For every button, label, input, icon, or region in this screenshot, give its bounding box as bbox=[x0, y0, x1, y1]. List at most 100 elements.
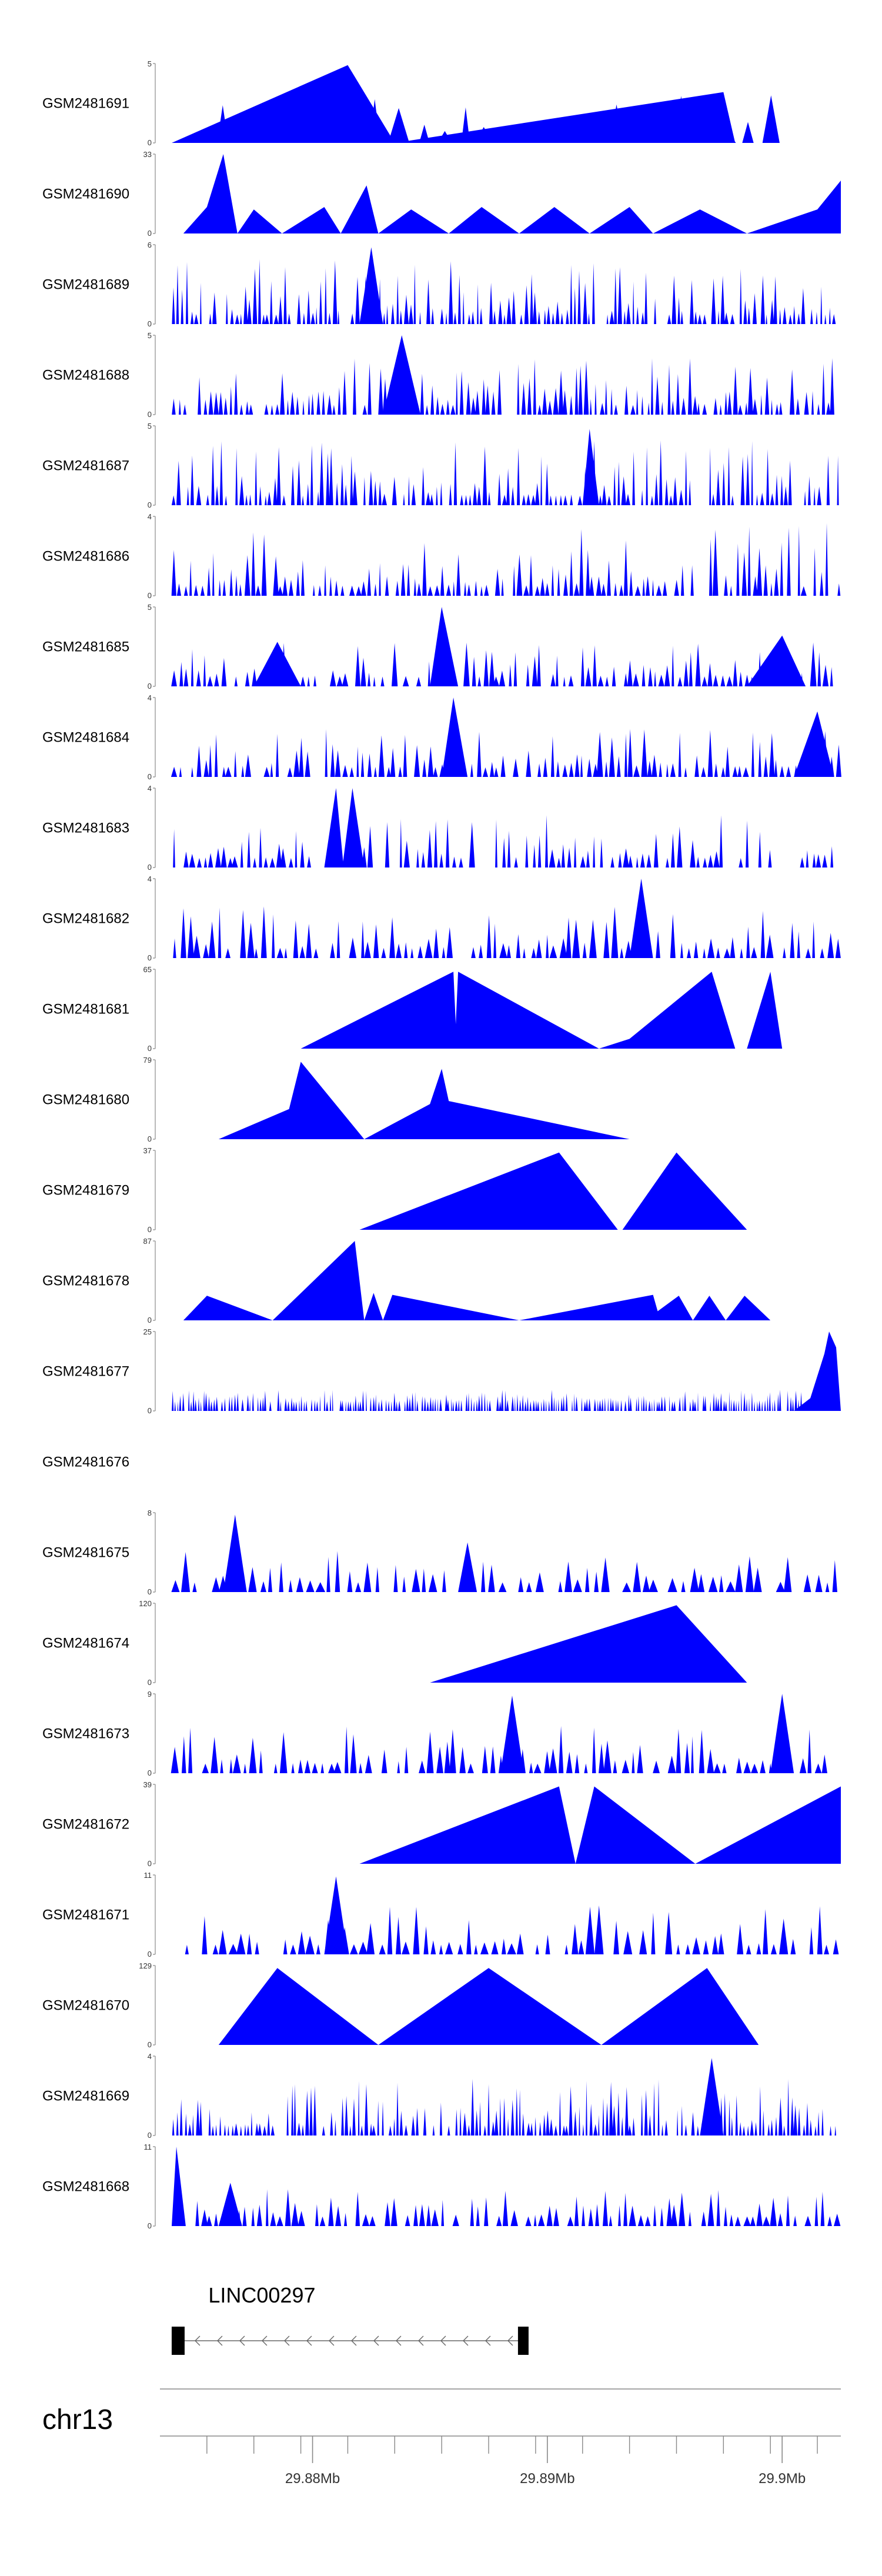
track-ymax-label: 11 bbox=[144, 1871, 152, 1880]
coverage-spike bbox=[225, 495, 228, 505]
coverage-spike bbox=[610, 1397, 612, 1411]
coverage-spike bbox=[770, 493, 774, 505]
coverage-spike bbox=[453, 742, 458, 777]
coverage-spike bbox=[730, 586, 733, 596]
coverage-spike bbox=[422, 543, 427, 596]
coverage-spike bbox=[288, 1580, 293, 1592]
coverage-spike bbox=[534, 586, 540, 596]
coverage-spike bbox=[499, 670, 506, 686]
coverage-spike bbox=[624, 386, 629, 415]
coverage-spike bbox=[711, 278, 716, 324]
coverage-spike bbox=[750, 2120, 754, 2135]
coverage-spike bbox=[315, 1582, 326, 1592]
coverage-spike bbox=[543, 758, 547, 777]
coverage-spike bbox=[776, 1581, 786, 1592]
coverage-spike bbox=[713, 1763, 721, 1773]
coverage-spike bbox=[620, 1400, 623, 1411]
coverage-spike bbox=[459, 2107, 462, 2135]
coverage-spike bbox=[537, 835, 542, 867]
coverage-spike bbox=[745, 1556, 754, 1592]
coverage-spike bbox=[465, 495, 468, 505]
coverage-spike bbox=[646, 447, 648, 505]
coverage-spike bbox=[335, 482, 339, 505]
coverage-spike bbox=[734, 2216, 741, 2226]
coverage-spike bbox=[255, 585, 261, 596]
coverage-spike bbox=[641, 1397, 643, 1411]
coverage-spike bbox=[368, 313, 372, 324]
coverage-spike bbox=[627, 121, 650, 143]
coverage-spike bbox=[435, 675, 440, 686]
coverage-spike bbox=[261, 534, 267, 596]
coverage-spike bbox=[607, 495, 612, 505]
coverage-spike bbox=[692, 396, 698, 415]
coverage-spike bbox=[646, 576, 650, 596]
coverage-spike bbox=[792, 1399, 794, 1411]
coverage-spike bbox=[482, 767, 489, 777]
coverage-spike bbox=[369, 2123, 373, 2135]
coverage-spike bbox=[740, 1390, 742, 1411]
coverage-spike bbox=[209, 313, 212, 324]
coverage-spike bbox=[336, 856, 341, 867]
coverage-spike bbox=[747, 526, 751, 596]
coverage-spike bbox=[691, 1736, 694, 1773]
coverage-spike bbox=[259, 1399, 262, 1411]
coverage-spike bbox=[670, 763, 676, 777]
coverage-spike bbox=[392, 476, 397, 505]
coverage-spike bbox=[612, 666, 616, 686]
coverage-spike bbox=[458, 1582, 466, 1592]
coverage-spike bbox=[543, 2114, 546, 2135]
coverage-spike bbox=[820, 286, 823, 324]
coverage-spike bbox=[816, 767, 822, 777]
coverage-spike bbox=[306, 483, 310, 505]
coverage-spike bbox=[559, 495, 563, 505]
coverage-spike bbox=[189, 853, 196, 867]
coverage-spike bbox=[666, 857, 669, 867]
coverage-spike bbox=[457, 1944, 463, 1954]
coverage-spike bbox=[247, 299, 252, 324]
coverage-spike bbox=[622, 1582, 632, 1592]
coverage-spike bbox=[225, 766, 232, 777]
coverage-spike bbox=[564, 2125, 569, 2135]
coverage-spike bbox=[593, 836, 596, 867]
coverage-spike bbox=[628, 855, 633, 867]
coverage-spike bbox=[736, 1757, 742, 1773]
coverage-spike bbox=[744, 675, 750, 686]
coverage-spike bbox=[617, 267, 622, 324]
coverage-spike bbox=[821, 363, 826, 415]
coverage-spike bbox=[609, 737, 615, 777]
coverage-spike bbox=[457, 275, 461, 324]
coverage-spike bbox=[456, 372, 458, 415]
coverage-spike bbox=[240, 842, 243, 867]
track-ymax-label: 5 bbox=[148, 59, 152, 68]
coverage-spike bbox=[749, 1398, 750, 1411]
coverage-spike bbox=[663, 581, 667, 596]
coverage-peaks bbox=[794, 1332, 841, 1411]
coverage-spike bbox=[573, 1393, 575, 1411]
coverage-spike bbox=[479, 945, 483, 958]
coverage-spike bbox=[291, 2086, 294, 2135]
coverage-spike bbox=[563, 676, 566, 686]
coverage-spike bbox=[554, 2125, 558, 2135]
coverage-spike bbox=[445, 313, 447, 324]
coverage-spike bbox=[750, 2216, 756, 2226]
coverage-spike bbox=[273, 314, 279, 324]
coverage-spike bbox=[562, 765, 568, 777]
coverage-spike bbox=[820, 1393, 823, 1411]
coverage-spike bbox=[562, 2125, 566, 2135]
coverage-spike bbox=[653, 2205, 657, 2226]
coverage-spike bbox=[326, 453, 330, 505]
coverage-peaks bbox=[383, 335, 421, 415]
coverage-spike bbox=[338, 310, 340, 324]
coverage-spike bbox=[280, 1401, 282, 1411]
coverage-spike bbox=[621, 476, 626, 505]
track-label: GSM2481672 bbox=[42, 1817, 129, 1833]
coverage-spike bbox=[740, 456, 745, 505]
coverage-spike bbox=[377, 2101, 379, 2135]
coverage-spike bbox=[486, 915, 492, 958]
coverage-spike bbox=[335, 2120, 336, 2135]
coverage-spike bbox=[836, 1400, 838, 1411]
coverage-spike bbox=[427, 746, 434, 777]
coverage-spike bbox=[664, 665, 670, 686]
coverage-spike bbox=[284, 1398, 288, 1411]
